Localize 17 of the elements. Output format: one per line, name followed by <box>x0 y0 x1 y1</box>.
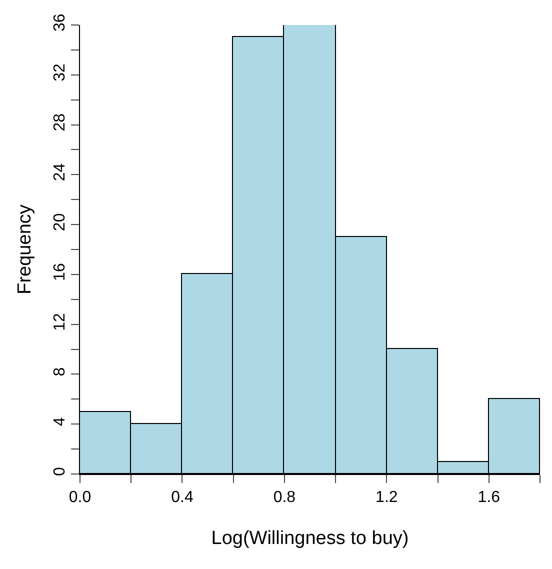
y-tick-label: 24 <box>52 163 69 182</box>
x-tick-label: 1.6 <box>478 489 500 506</box>
x-tick-label: 0.0 <box>68 489 92 506</box>
y-tick-label: 28 <box>52 113 69 132</box>
y-tick-label: 20 <box>52 213 69 232</box>
x-axis-title: Log(Willingness to buy) <box>211 528 409 549</box>
x-tick-label: 0.4 <box>171 489 194 506</box>
x-tick-label: 1.2 <box>376 489 398 506</box>
x-tick-label: 0.8 <box>273 489 296 506</box>
y-tick-label: 8 <box>52 367 69 376</box>
y-tick-label: 4 <box>52 417 69 426</box>
y-tick-label: 36 <box>52 14 69 32</box>
y-tick-label: 0 <box>52 467 69 476</box>
y-tick-label: 32 <box>52 63 69 82</box>
y-tick-label: 16 <box>52 263 69 281</box>
y-axis-title: Frequency <box>14 204 36 294</box>
y-tick-label: 12 <box>52 312 69 331</box>
